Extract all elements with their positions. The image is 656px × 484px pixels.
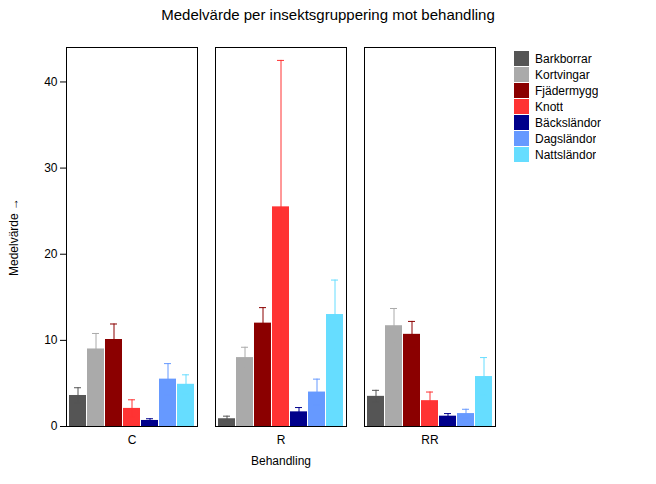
html-text:Knott: Knott [535, 99, 563, 114]
svg-text:0: 0 [51, 419, 58, 433]
svg-text:20: 20 [44, 247, 58, 261]
html-text:Fjädermygg: Fjädermygg [535, 83, 599, 98]
html-text:Barkborrar: Barkborrar [535, 51, 592, 66]
svg-text:10: 10 [44, 333, 58, 347]
html-text:Medelvärde per insektsgrupperi: Medelvärde per insektsgruppering mot beh… [161, 6, 495, 23]
svg-text:RR: RR [421, 433, 439, 447]
svg-text:C: C [128, 433, 137, 447]
svg-text:Behandling: Behandling [251, 454, 311, 468]
svg-text:30: 30 [44, 161, 58, 175]
html-text:Kortvingar: Kortvingar [535, 67, 590, 82]
html-text:Dagsländor: Dagsländor [535, 131, 597, 146]
svg-text:R: R [277, 433, 286, 447]
html-text:Nattsländor: Nattsländor [535, 147, 597, 162]
html-text:Bäcksländor: Bäcksländor [535, 115, 601, 130]
svg-text:40: 40 [44, 75, 58, 89]
svg-text:Medelvärde →: Medelvärde → [7, 198, 21, 276]
